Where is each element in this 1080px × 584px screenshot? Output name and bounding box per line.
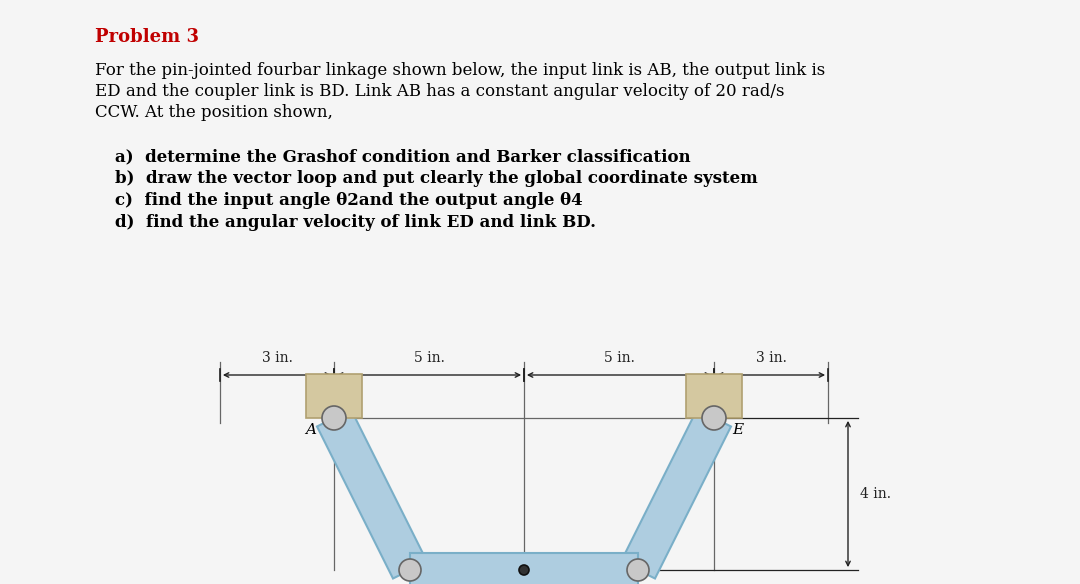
Bar — [686, 374, 742, 418]
Bar — [306, 374, 362, 418]
Text: For the pin-jointed fourbar linkage shown below, the input link is AB, the outpu: For the pin-jointed fourbar linkage show… — [95, 62, 825, 79]
Text: ED and the coupler link is BD. Link AB has a constant angular velocity of 20 rad: ED and the coupler link is BD. Link AB h… — [95, 83, 784, 100]
Polygon shape — [621, 409, 731, 579]
Text: E: E — [732, 423, 743, 437]
Text: 5 in.: 5 in. — [604, 351, 634, 365]
Text: CCW. At the position shown,: CCW. At the position shown, — [95, 104, 333, 121]
Circle shape — [399, 559, 421, 581]
Text: 3 in.: 3 in. — [756, 351, 786, 365]
Text: a)  determine the Grashof condition and Barker classification: a) determine the Grashof condition and B… — [114, 148, 690, 165]
Text: c)  find the input angle θ2and the output angle θ4: c) find the input angle θ2and the output… — [114, 192, 582, 209]
Text: 4 in.: 4 in. — [860, 487, 891, 501]
Polygon shape — [318, 409, 427, 579]
Text: 5 in.: 5 in. — [414, 351, 445, 365]
Text: A: A — [305, 423, 316, 437]
Text: d)  find the angular velocity of link ED and link BD.: d) find the angular velocity of link ED … — [114, 214, 596, 231]
Circle shape — [519, 565, 529, 575]
Text: b)  draw the vector loop and put clearly the global coordinate system: b) draw the vector loop and put clearly … — [114, 170, 758, 187]
Circle shape — [627, 559, 649, 581]
Polygon shape — [410, 553, 638, 584]
Circle shape — [322, 406, 346, 430]
Text: Problem 3: Problem 3 — [95, 28, 199, 46]
Text: 3 in.: 3 in. — [261, 351, 293, 365]
Circle shape — [702, 406, 726, 430]
